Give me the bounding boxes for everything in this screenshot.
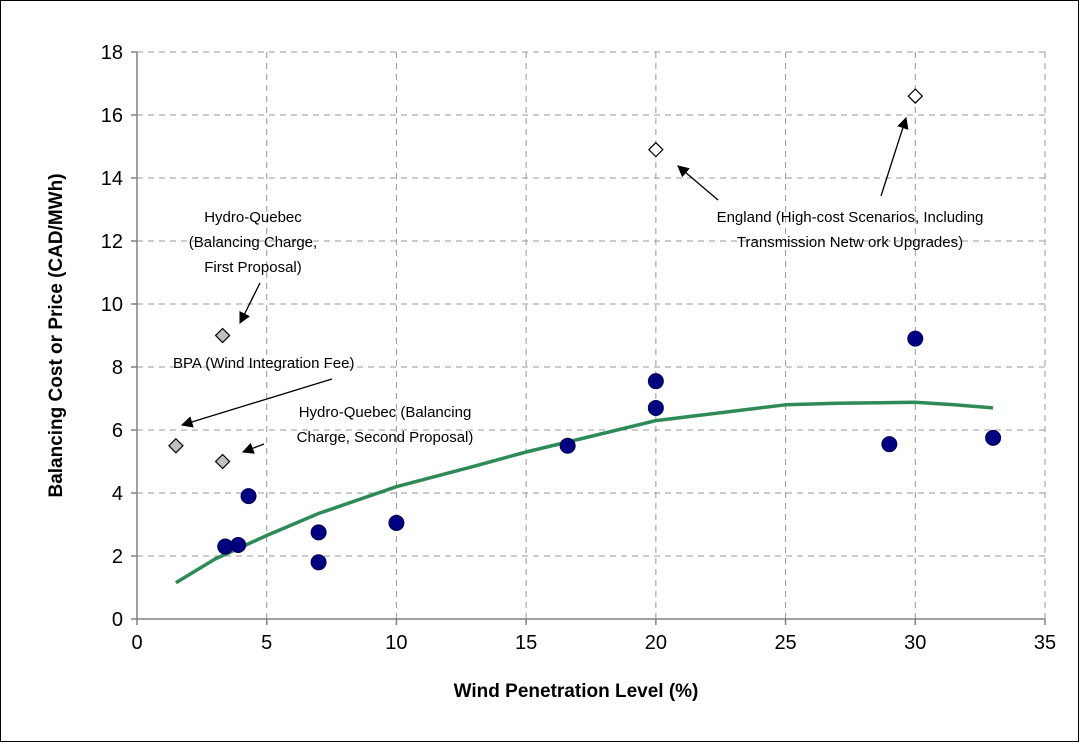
annotation-text: Transmission Netw ork Upgrades) bbox=[737, 234, 963, 251]
x-tick-label: 5 bbox=[261, 632, 272, 654]
x-axis-title: Wind Penetration Level (%) bbox=[454, 681, 699, 702]
study-data-point bbox=[985, 429, 1002, 446]
gridlines bbox=[137, 51, 1046, 619]
y-tick-label: 2 bbox=[112, 546, 123, 568]
study-data-point bbox=[240, 488, 257, 505]
study-data-point bbox=[388, 514, 405, 531]
trend-curve bbox=[174, 400, 994, 585]
y-tick-label: 14 bbox=[101, 168, 123, 190]
annotation-text: Hydro-Quebec bbox=[204, 209, 302, 226]
x-tick-label: 20 bbox=[645, 632, 667, 654]
annotation-text: First Proposal) bbox=[204, 259, 302, 276]
y-tick-label: 18 bbox=[101, 42, 123, 64]
x-tick-label: 30 bbox=[904, 632, 926, 654]
x-tick-label: 0 bbox=[131, 632, 142, 654]
y-axis-title: Balancing Cost or Price (CAD/MWh) bbox=[46, 173, 67, 497]
study-data-point bbox=[881, 436, 898, 453]
england-data-point bbox=[648, 141, 664, 158]
study-data-point bbox=[647, 399, 664, 416]
y-tick-label: 8 bbox=[112, 357, 123, 379]
annotation-text: (Balancing Charge, bbox=[189, 234, 317, 251]
annotation-arrow bbox=[880, 116, 909, 197]
data-points bbox=[168, 88, 1002, 571]
study-data-point bbox=[559, 437, 576, 454]
x-tick-label: 15 bbox=[515, 632, 537, 654]
study-data-point bbox=[230, 536, 247, 553]
annotation-text: Charge, Second Proposal) bbox=[297, 429, 474, 446]
y-tick-label: 6 bbox=[112, 420, 123, 442]
tariff-data-point bbox=[214, 327, 231, 344]
labels: 0 5 10 15 20 25 30 35 0 2 4 6 8 10 12 14 16 18 Wind Penetr… bbox=[46, 42, 1056, 702]
annotations: Hydro-Quebec (Balancing Charge, First Prop… bbox=[173, 116, 984, 454]
study-data-point bbox=[647, 373, 664, 390]
annotation-arrow bbox=[241, 442, 265, 454]
y-tick-label: 0 bbox=[112, 609, 123, 631]
x-tick-label: 10 bbox=[385, 632, 407, 654]
annotation-arrow bbox=[677, 165, 719, 201]
y-tick-label: 4 bbox=[112, 483, 123, 505]
england-data-point bbox=[907, 88, 924, 104]
tariff-data-point bbox=[168, 437, 184, 454]
annotation-text: England (High-cost Scenarios, Including bbox=[717, 209, 984, 226]
study-data-point bbox=[310, 554, 327, 571]
x-tick-label: 35 bbox=[1034, 632, 1056, 654]
annotation-arrow bbox=[239, 282, 261, 325]
y-tick-label: 12 bbox=[101, 231, 123, 253]
study-data-point bbox=[907, 330, 924, 347]
x-tick-label: 25 bbox=[774, 632, 796, 654]
tariff-data-point bbox=[214, 453, 231, 470]
trend-line bbox=[174, 400, 994, 585]
axes bbox=[131, 51, 1046, 625]
annotation-arrow bbox=[180, 378, 333, 428]
y-tick-label: 10 bbox=[101, 294, 123, 316]
annotation-text: BPA (Wind Integration Fee) bbox=[173, 355, 354, 372]
study-data-point bbox=[310, 524, 327, 541]
y-tick-label: 16 bbox=[101, 105, 123, 127]
annotation-text: Hydro-Quebec (Balancing bbox=[299, 404, 472, 421]
